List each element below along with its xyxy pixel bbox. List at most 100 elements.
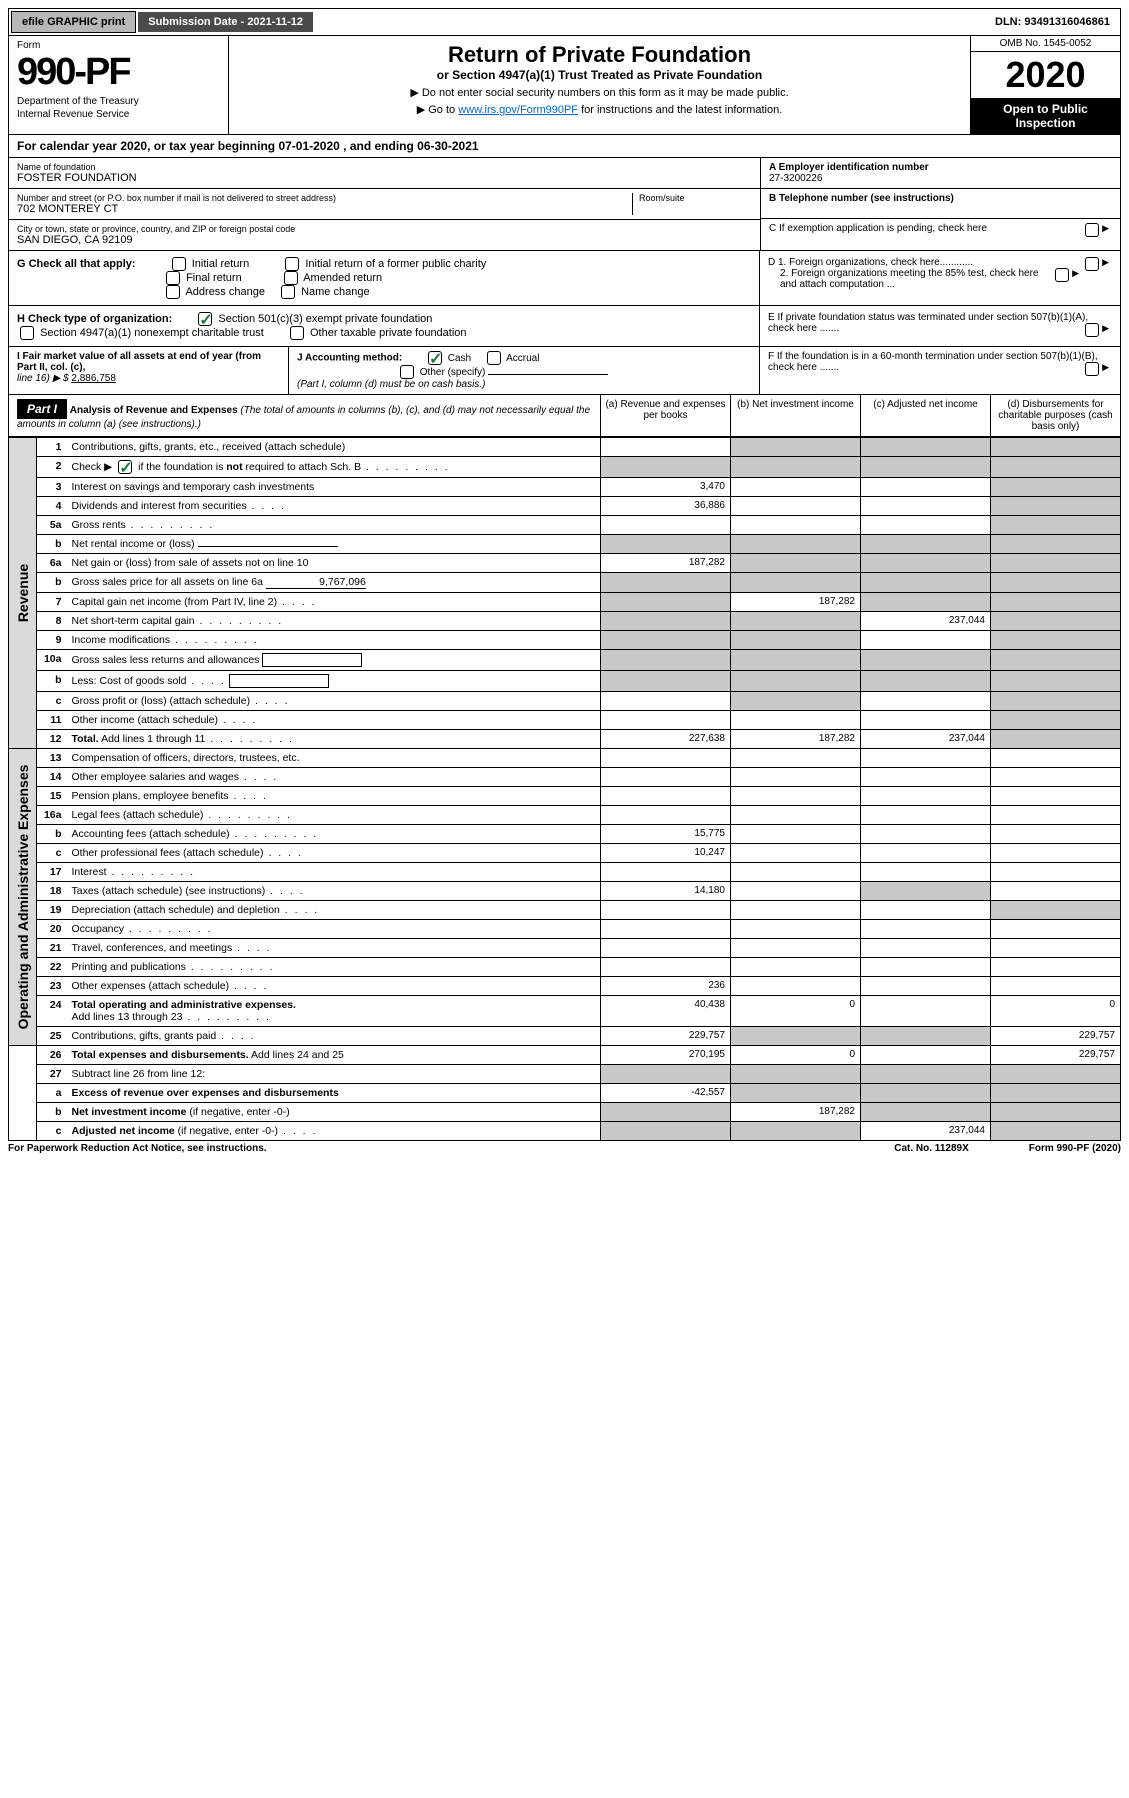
cat-no: Cat. No. 11289X: [894, 1143, 968, 1154]
header: Form 990-PF Department of the Treasury I…: [8, 36, 1121, 135]
checkbox-initial[interactable]: [172, 257, 186, 271]
topbar: efile GRAPHIC print Submission Date - 20…: [8, 8, 1121, 36]
checkbox-initial-former[interactable]: [285, 257, 299, 271]
tax-year: 2020: [971, 52, 1120, 98]
part1-title: Analysis of Revenue and Expenses: [70, 405, 238, 416]
checkbox-c[interactable]: [1085, 223, 1099, 237]
row-11: 11Other income (attach schedule): [9, 711, 1121, 730]
row-10b: bLess: Cost of goods sold: [9, 671, 1121, 692]
row-15: 15Pension plans, employee benefits: [9, 787, 1121, 806]
6b-value: 9,767,096: [266, 576, 366, 589]
checkbox-cash[interactable]: [428, 351, 442, 365]
row-6a: 6aNet gain or (loss) from sale of assets…: [9, 554, 1121, 573]
checkbox-4947[interactable]: [20, 326, 34, 340]
row-24: 24Total operating and administrative exp…: [9, 996, 1121, 1027]
form-box: Form 990-PF Department of the Treasury I…: [9, 36, 229, 134]
addr-cell: Number and street (or P.O. box number if…: [9, 189, 760, 220]
row-h: H Check type of organization: Section 50…: [8, 306, 1121, 347]
row-3: 3Interest on savings and temporary cash …: [9, 478, 1121, 497]
row-2: 2Check ▶ if the foundation is not requir…: [9, 457, 1121, 478]
checkbox-d2[interactable]: [1055, 268, 1069, 282]
checkbox-e[interactable]: [1085, 323, 1099, 337]
title-box: Return of Private Foundation or Section …: [229, 36, 970, 134]
row-23: 23Other expenses (attach schedule)236: [9, 977, 1121, 996]
row-6b: bGross sales price for all assets on lin…: [9, 573, 1121, 593]
submission-date: Submission Date - 2021-11-12: [138, 12, 313, 32]
foundation-name: FOSTER FOUNDATION: [17, 172, 752, 184]
row-ij: I Fair market value of all assets at end…: [8, 347, 1121, 395]
row-22: 22Printing and publications: [9, 958, 1121, 977]
row-19: 19Depreciation (attach schedule) and dep…: [9, 901, 1121, 920]
checkbox-amended[interactable]: [284, 271, 298, 285]
col-d-head: (d) Disbursements for charitable purpose…: [990, 395, 1120, 436]
checkbox-address[interactable]: [166, 285, 180, 299]
info-grid: Name of foundation FOSTER FOUNDATION Num…: [8, 158, 1121, 251]
row-27: 27Subtract line 26 from line 12:: [9, 1065, 1121, 1084]
row-27a: aExcess of revenue over expenses and dis…: [9, 1084, 1121, 1103]
calendar-year: For calendar year 2020, or tax year begi…: [8, 135, 1121, 158]
checkbox-accrual[interactable]: [487, 351, 501, 365]
city-cell: City or town, state or province, country…: [9, 220, 760, 250]
row-14: 14Other employee salaries and wages: [9, 768, 1121, 787]
checkbox-other-tax[interactable]: [290, 326, 304, 340]
ein-cell: A Employer identification number 27-3200…: [761, 158, 1120, 189]
checkbox-final[interactable]: [166, 271, 180, 285]
row-5b: bNet rental income or (loss): [9, 535, 1121, 554]
checkbox-name[interactable]: [281, 285, 295, 299]
row-20: 20Occupancy: [9, 920, 1121, 939]
row-10a: 10aGross sales less returns and allowanc…: [9, 650, 1121, 671]
checkbox-schb[interactable]: [118, 460, 132, 474]
fmv-value: 2,886,758: [71, 373, 116, 384]
form990pf-link[interactable]: www.irs.gov/Form990PF: [458, 104, 578, 116]
omb-no: OMB No. 1545-0052: [971, 36, 1120, 52]
ein-value: 27-3200226: [769, 173, 822, 184]
note-ssn: ▶ Do not enter social security numbers o…: [239, 86, 960, 99]
row-9: 9Income modifications: [9, 631, 1121, 650]
row-1: Revenue 1Contributions, gifts, grants, e…: [9, 438, 1121, 457]
phone-cell: B Telephone number (see instructions): [761, 189, 1120, 219]
form-label: Form: [17, 40, 220, 51]
row-7: 7Capital gain net income (from Part IV, …: [9, 593, 1121, 612]
row-25: 25Contributions, gifts, grants paid229,7…: [9, 1027, 1121, 1046]
row-4: 4Dividends and interest from securities3…: [9, 497, 1121, 516]
name-cell: Name of foundation FOSTER FOUNDATION: [9, 158, 760, 189]
row-18: 18Taxes (attach schedule) (see instructi…: [9, 882, 1121, 901]
checkbox-501c3[interactable]: [198, 312, 212, 326]
open-public: Open to Public Inspection: [971, 98, 1120, 134]
footer: For Paperwork Reduction Act Notice, see …: [8, 1141, 1121, 1154]
part1-label: Part I: [17, 399, 67, 419]
col-b-head: (b) Net investment income: [730, 395, 860, 436]
row-16b: bAccounting fees (attach schedule)15,775: [9, 825, 1121, 844]
row-26: 26Total expenses and disbursements. Add …: [9, 1046, 1121, 1065]
revenue-side: Revenue: [9, 438, 37, 749]
checkbox-f[interactable]: [1085, 362, 1099, 376]
note-link: ▶ Go to www.irs.gov/Form990PF for instru…: [239, 103, 960, 116]
part1-header: Part I Analysis of Revenue and Expenses …: [8, 395, 1121, 437]
street-address: 702 MONTEREY CT: [17, 203, 632, 215]
row-17: 17Interest: [9, 863, 1121, 882]
row-21: 21Travel, conferences, and meetings: [9, 939, 1121, 958]
row-8: 8Net short-term capital gain237,044: [9, 612, 1121, 631]
checkbox-other-acct[interactable]: [400, 365, 414, 379]
checkbox-d1[interactable]: [1085, 257, 1099, 271]
row-16c: cOther professional fees (attach schedul…: [9, 844, 1121, 863]
exemption-cell: C If exemption application is pending, c…: [761, 219, 1120, 249]
row-27c: cAdjusted net income (if negative, enter…: [9, 1122, 1121, 1141]
title-main: Return of Private Foundation: [239, 42, 960, 68]
row-5a: 5aGross rents: [9, 516, 1121, 535]
efile-button[interactable]: efile GRAPHIC print: [11, 11, 136, 33]
col-c-head: (c) Adjusted net income: [860, 395, 990, 436]
row-13: Operating and Administrative Expenses 13…: [9, 749, 1121, 768]
row-16a: 16aLegal fees (attach schedule): [9, 806, 1121, 825]
opex-side: Operating and Administrative Expenses: [9, 749, 37, 1046]
year-box: OMB No. 1545-0052 2020 Open to Public In…: [970, 36, 1120, 134]
form-number: 990-PF: [17, 51, 220, 94]
col-a-head: (a) Revenue and expenses per books: [600, 395, 730, 436]
dln: DLN: 93491316046861: [985, 12, 1120, 32]
dept-irs: Internal Revenue Service: [17, 109, 220, 120]
title-sub: or Section 4947(a)(1) Trust Treated as P…: [239, 68, 960, 82]
form-ref: Form 990-PF (2020): [1029, 1143, 1121, 1154]
paperwork-notice: For Paperwork Reduction Act Notice, see …: [8, 1143, 267, 1154]
row-27b: bNet investment income (if negative, ent…: [9, 1103, 1121, 1122]
main-table: Revenue 1Contributions, gifts, grants, e…: [8, 437, 1121, 1141]
